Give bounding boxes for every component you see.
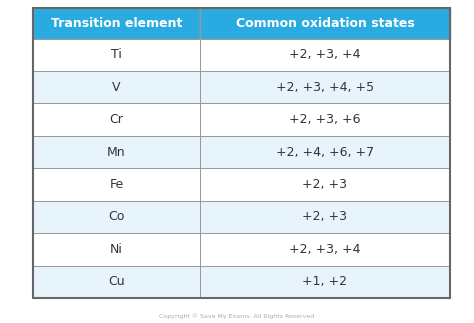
Text: +2, +3: +2, +3	[302, 178, 347, 191]
Text: Fe: Fe	[109, 178, 124, 191]
Text: +2, +3, +4, +5: +2, +3, +4, +5	[276, 81, 374, 94]
Bar	[200, 8, 450, 38]
Text: +2, +3, +4: +2, +3, +4	[289, 48, 361, 61]
Bar	[33, 71, 200, 103]
Text: Co: Co	[108, 210, 125, 224]
Text: Ti: Ti	[111, 48, 122, 61]
Bar	[200, 136, 450, 168]
Bar	[200, 71, 450, 103]
Bar	[200, 201, 450, 233]
Text: Common oxidation states: Common oxidation states	[236, 17, 414, 30]
Bar	[200, 233, 450, 266]
Bar	[200, 168, 450, 201]
Bar	[200, 103, 450, 136]
Text: Mn: Mn	[107, 146, 126, 159]
Text: Cr: Cr	[109, 113, 123, 126]
Bar	[33, 103, 200, 136]
Bar	[33, 38, 200, 71]
Bar	[33, 266, 200, 298]
Bar	[33, 168, 200, 201]
Text: Copyright © Save My Exams. All Rights Reserved: Copyright © Save My Exams. All Rights Re…	[159, 313, 315, 319]
Text: Cu: Cu	[108, 275, 125, 288]
Text: V: V	[112, 81, 121, 94]
Text: +2, +4, +6, +7: +2, +4, +6, +7	[276, 146, 374, 159]
Text: +2, +3, +6: +2, +3, +6	[289, 113, 361, 126]
Bar	[33, 8, 200, 38]
Bar	[33, 233, 200, 266]
Text: +1, +2: +1, +2	[302, 275, 347, 288]
Text: Ni: Ni	[110, 243, 123, 256]
Bar	[200, 266, 450, 298]
Bar	[33, 136, 200, 168]
Bar	[200, 38, 450, 71]
Bar	[33, 8, 450, 298]
Text: +2, +3, +4: +2, +3, +4	[289, 243, 361, 256]
Text: Transition element: Transition element	[51, 17, 182, 30]
Bar	[33, 201, 200, 233]
Text: +2, +3: +2, +3	[302, 210, 347, 224]
